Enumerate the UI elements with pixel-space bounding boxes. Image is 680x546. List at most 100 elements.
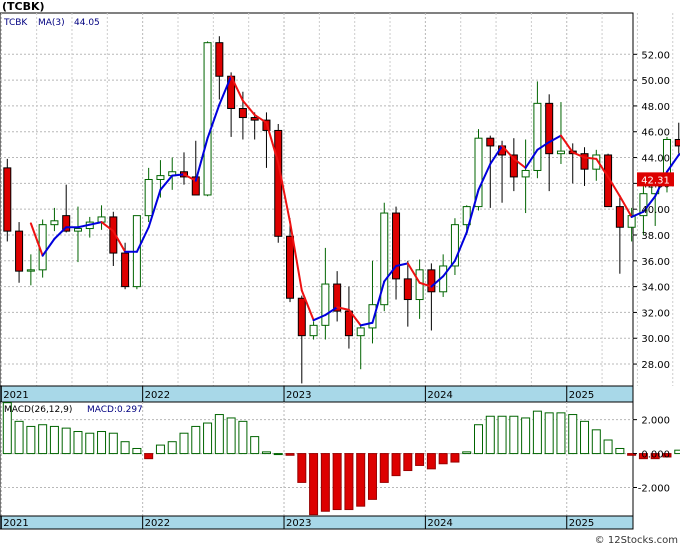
price-x-tick-label: 2025 [569,390,594,401]
macd-bar-negative [426,453,436,470]
ma3-segment [512,157,527,169]
legend-ticker: TCBK [3,18,28,28]
macd-bar-negative [332,453,342,511]
ma3-segment [88,221,103,226]
candle-up [156,175,165,180]
candle-down [215,42,224,77]
price-gridlines [0,13,674,386]
price-y-tick-label: 32.00 [641,308,670,319]
macd-bar-negative [379,453,389,483]
candle-up [73,228,82,232]
candle-down [62,215,71,232]
macd-bar-negative [309,453,319,516]
ma3-segment [442,259,456,278]
candle-down [333,283,342,312]
ma3-segment [418,281,433,288]
candle-up [50,220,59,226]
macd-bar-positive [14,420,24,455]
macd-bar-positive [674,449,680,455]
candle-down [674,138,680,147]
price-x-tick-label: 2021 [3,390,28,401]
candle-down [297,297,306,337]
price-y-tick-label: 36.00 [641,257,670,268]
candle-down [121,252,130,288]
macd-y-tick-label: 0.000 [641,450,670,461]
ma3-line [29,75,680,327]
ma3-segment [253,113,268,124]
ma3-segment [230,75,244,102]
candle-down [403,278,412,301]
macd-bar-positive [2,402,12,455]
macd-bar-positive [568,414,578,455]
macd-bar-negative [403,453,413,472]
ma3-segment [536,141,551,151]
candle-down [286,235,295,299]
macd-bar-positive [191,425,201,455]
ma3-segment [135,226,150,253]
macd-bar-positive [38,424,48,455]
price-x-tick-label: 2022 [145,390,170,401]
ma3-segment [383,264,398,283]
candle-up [203,42,212,196]
ma3-segment [642,195,657,213]
macd-x-tick-label: 2023 [286,518,311,529]
candle-up [450,224,459,267]
candle-up [639,193,648,217]
macd-bar-positive [214,414,224,455]
ma3-segment [289,221,303,292]
macd-x-tick-label: 2024 [427,518,452,529]
price-x-tick-label: 2024 [427,390,452,401]
ma3-segment [583,156,598,160]
ma3-segment [76,223,91,229]
macd-bar-negative [450,453,460,463]
macd-x-tick-label: 2025 [569,518,594,529]
ma3-segment [312,314,327,322]
ma3-segment [607,175,621,198]
ma3-segment [630,210,645,218]
candle-down [191,176,200,196]
ma3-segment [41,237,56,257]
last-price-label: 42.31 [641,175,670,186]
ma3-segment [477,163,492,191]
ma3-segment [571,151,586,159]
price-x-axis-band [0,385,634,403]
macd-bar-negative [297,453,307,483]
ma3-segment [371,280,386,324]
macd-bar-negative [320,453,330,512]
chart-title: (TCBK) [2,0,45,13]
macd-bar-positive [580,420,590,455]
macd-bar-positive [509,415,519,455]
price-plot-frame [0,12,634,387]
macd-bar-positive [544,412,554,455]
macd-bar-positive [238,420,248,455]
ma3-segment [159,174,174,191]
ma3-segment [595,157,610,178]
macd-bar-positive [591,429,601,455]
candle-up [533,102,542,171]
ma3-segment [265,121,280,164]
macd-bar-positive [603,439,613,455]
macd-x-axis-band [0,515,634,530]
ma3-segment [53,226,68,240]
candle-down [250,117,259,121]
candle-down [392,212,401,280]
ma3-segment [300,289,315,322]
ma3-segment [524,148,539,169]
macd-bar-positive [615,447,625,455]
legend-ma-value: 44.05 [74,18,100,28]
macd-bar-positive [462,451,472,455]
macd-bar-negative [144,453,154,460]
macd-bar-positive [250,436,260,455]
price-panel: 28.0030.0032.0034.0036.0038.0040.0042.00… [0,0,680,403]
candle-up [556,150,565,155]
candle-up [521,169,530,178]
macd-x-axis-labels: 2021 2022 2023 2024 2025 [0,516,594,529]
ma3-segment [430,275,445,288]
price-y-tick-label: 40.00 [641,205,670,216]
price-x-tick-label: 2023 [286,390,311,401]
macd-bar-positive [132,447,142,455]
ma3-segment [147,188,162,229]
price-y-tick-label: 38.00 [641,231,670,242]
macd-bar-positive [261,451,271,455]
